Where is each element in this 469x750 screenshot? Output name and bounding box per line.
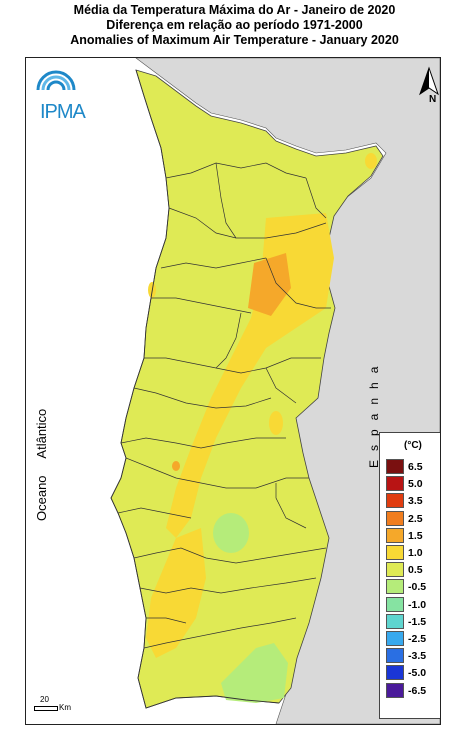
legend-value: -1.5 (408, 615, 427, 628)
legend-item: -5.0 (386, 665, 440, 688)
legend-value: 1.0 (408, 547, 423, 559)
legend-value: -6.5 (408, 684, 427, 697)
legend-swatch (386, 545, 404, 560)
legend-item: 5.0 (386, 476, 440, 499)
anomaly-zone-cool-1 (213, 513, 249, 553)
legend-item: -6.5 (386, 682, 440, 706)
anomaly-zone-warm-east (269, 411, 283, 435)
legend-item: -1.5 (386, 613, 440, 637)
legend-value: -1.0 (408, 598, 427, 611)
legend-item: -0.5 (386, 579, 440, 602)
legend-value: 6.5 (408, 461, 423, 473)
anomaly-zone-warm-3 (172, 461, 180, 471)
legend-item: 1.5 (386, 527, 440, 551)
anomaly-zone-warm-1 (166, 213, 334, 538)
legend-value: -0.5 (408, 581, 427, 594)
legend-swatch (386, 596, 404, 612)
north-arrow-icon (419, 66, 439, 96)
district-borders (117, 162, 331, 649)
map-subtitle: Diferença em relação ao período 1971-200… (106, 18, 363, 32)
legend-item: 2.5 (386, 510, 440, 534)
map-title: Média da Temperatura Máxima do Ar - Jane… (73, 3, 396, 17)
scale-unit: Km (59, 703, 71, 712)
legend-item: -3.5 (386, 648, 440, 671)
legend-swatch (386, 527, 404, 543)
legend-value: 5.0 (408, 478, 423, 491)
legend-item: -2.5 (386, 631, 440, 654)
legend-value: -3.5 (408, 650, 427, 663)
anomaly-zone-cool-2 (221, 643, 288, 703)
legend-swatch (386, 665, 404, 681)
legend-item: 1.0 (386, 545, 440, 568)
map-frame: IPMA N Oceano Atlântico Espanha (°C) 6.5… (25, 57, 441, 725)
legend-swatch (386, 476, 404, 492)
legend-value: -5.0 (408, 667, 427, 680)
legend-value: 1.5 (408, 529, 423, 542)
legend-item: 3.5 (386, 493, 440, 516)
north-label: N (429, 94, 437, 105)
anomaly-zone-warm-south (146, 528, 206, 658)
ipma-logo: IPMA (34, 68, 86, 123)
legend-unit: (°C) (404, 440, 422, 451)
legend: (°C) 6.5 5.0 3.5 2.5 1.5 1.0 0.5 -0.5 -1.0 -1.5 -2… (379, 432, 440, 719)
ocean-label: Oceano Atlântico (34, 408, 49, 522)
legend-swatch (386, 631, 404, 646)
legend-value: -2.5 (408, 633, 427, 645)
portugal-anomaly-map (110, 58, 440, 724)
legend-item: 6.5 (386, 459, 440, 482)
scale-distance: 20 (40, 695, 49, 704)
legend-swatch (386, 613, 404, 629)
north-arrow (418, 66, 440, 111)
legend-swatch (386, 682, 404, 698)
anomaly-zone-warm-ne (365, 153, 377, 169)
legend-swatch (386, 648, 404, 664)
legend-swatch (386, 459, 404, 474)
scale-bar-graphic (34, 706, 58, 711)
legend-item: -1.0 (386, 596, 440, 620)
legend-swatch (386, 493, 404, 509)
map-subtitle-en: Anomalies of Maximum Air Temperature - J… (70, 33, 399, 47)
legend-swatch (386, 510, 404, 526)
legend-value: 0.5 (408, 564, 423, 577)
coastline (110, 69, 280, 709)
ipma-logo-text: IPMA (40, 101, 86, 123)
legend-swatch (386, 579, 404, 595)
legend-swatch (386, 562, 404, 578)
legend-item: 0.5 (386, 562, 440, 585)
legend-value: 2.5 (408, 512, 423, 525)
ipma-waves-icon (36, 70, 76, 91)
legend-value: 3.5 (408, 495, 423, 508)
anomaly-zone-warm-2 (248, 253, 291, 316)
